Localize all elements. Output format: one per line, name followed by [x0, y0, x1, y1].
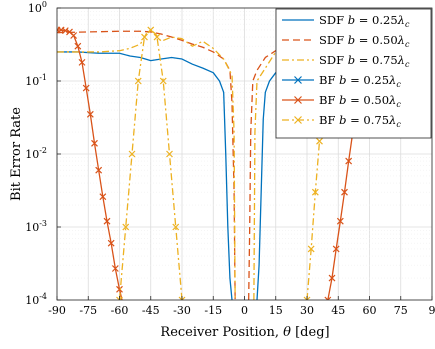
x-tick-label: 0: [241, 304, 248, 317]
x-axis-label: Receiver Position, θ [deg]: [160, 325, 329, 340]
legend: SDF b = 0.25λc SDF b = 0.50λc SDF b = 0.75…: [275, 8, 432, 139]
legend-label: BF b = 0.25λc: [319, 73, 401, 89]
axis-ticks: -90 -75 -60 -45 -30 -15 0 15 30 45 60 75 9 10-4 10-3 10…: [25, 0, 435, 317]
legend-item: SDF b = 0.75λc: [282, 53, 410, 69]
y-axis-label: Bit Error Rate: [9, 107, 24, 201]
legend-item: BF b = 0.50λc: [282, 93, 401, 109]
legend-item: SDF b = 0.50λc: [282, 33, 410, 49]
series-marker: [178, 296, 186, 300]
y-tick-label: 10-4: [25, 292, 47, 307]
x-tick-label: -45: [142, 304, 160, 317]
series-marker: [141, 33, 148, 41]
series-marker: [116, 296, 123, 300]
series-marker: [74, 42, 82, 50]
x-tick-label: 45: [331, 304, 345, 317]
series-line: [306, 141, 321, 300]
series-marker: [311, 188, 319, 196]
legend-item: BF b = 0.75λc: [282, 113, 401, 129]
series-marker: [307, 245, 315, 253]
series-marker: [166, 150, 173, 158]
series-sdf-b-0-75-c: [57, 29, 314, 300]
series-marker: [95, 166, 103, 174]
series-marker: [341, 188, 348, 196]
series-sdf-b-0-25-c: [57, 51, 314, 300]
y-tick-label: 10-2: [25, 146, 47, 161]
series-marker: [91, 139, 98, 147]
legend-label: SDF b = 0.25λc: [319, 13, 410, 29]
series-marker: [153, 33, 161, 41]
series-line: [57, 29, 236, 300]
x-tick-label: -90: [48, 304, 66, 317]
series-marker: [303, 296, 311, 300]
series-marker: [172, 223, 180, 231]
series-marker: [103, 217, 111, 225]
x-tick-label: -15: [204, 304, 222, 317]
x-tick-label: -60: [111, 304, 129, 317]
series-marker: [336, 217, 344, 225]
series-bf-b-0-75-c: [116, 26, 323, 300]
x-tick-label: 9: [429, 304, 435, 317]
legend-label: SDF b = 0.50λc: [319, 33, 410, 49]
y-tick-label: 10-3: [25, 219, 47, 234]
series-line: [248, 35, 314, 300]
series-marker: [328, 274, 336, 282]
series-line: [57, 30, 236, 300]
legend-label: BF b = 0.50λc: [319, 93, 401, 109]
series-marker: [82, 84, 90, 92]
legend-item: SDF b = 0.25λc: [282, 13, 410, 29]
legend-box: [275, 8, 432, 139]
x-tick-label: 60: [363, 304, 377, 317]
series-line: [253, 36, 314, 300]
series-sdf-b-0-50-c: [57, 30, 314, 300]
series-marker: [61, 27, 69, 35]
legend-item: BF b = 0.25λc: [282, 73, 401, 89]
series-marker: [324, 296, 332, 300]
series-marker: [125, 319, 131, 325]
series-marker: [78, 58, 86, 66]
series-marker: [294, 116, 302, 124]
legend-label: BF b = 0.75λc: [319, 113, 401, 129]
x-tick-label: 15: [269, 304, 283, 317]
series-marker: [128, 150, 136, 158]
x-tick-label: 30: [300, 304, 314, 317]
series-marker: [134, 77, 142, 85]
series-line: [57, 51, 233, 300]
series-marker: [316, 137, 323, 145]
series-marker: [345, 157, 353, 165]
x-tick-label: 75: [394, 304, 408, 317]
series-marker: [332, 245, 340, 253]
series-marker: [116, 285, 123, 293]
series-marker: [159, 77, 167, 85]
series-marker: [99, 193, 107, 201]
legend-label: SDF b = 0.75λc: [319, 53, 410, 69]
series-marker: [294, 76, 302, 84]
series-marker: [147, 26, 155, 34]
series-marker: [107, 239, 115, 247]
y-tick-label: 100: [28, 0, 47, 15]
y-tick-label: 10-1: [25, 73, 47, 88]
series-marker: [86, 110, 94, 118]
series-marker: [294, 96, 302, 104]
x-tick-label: -30: [173, 304, 191, 317]
series-marker: [111, 265, 119, 272]
series-marker: [122, 223, 130, 231]
x-tick-label: -75: [79, 304, 97, 317]
series-marker: [70, 32, 78, 39]
